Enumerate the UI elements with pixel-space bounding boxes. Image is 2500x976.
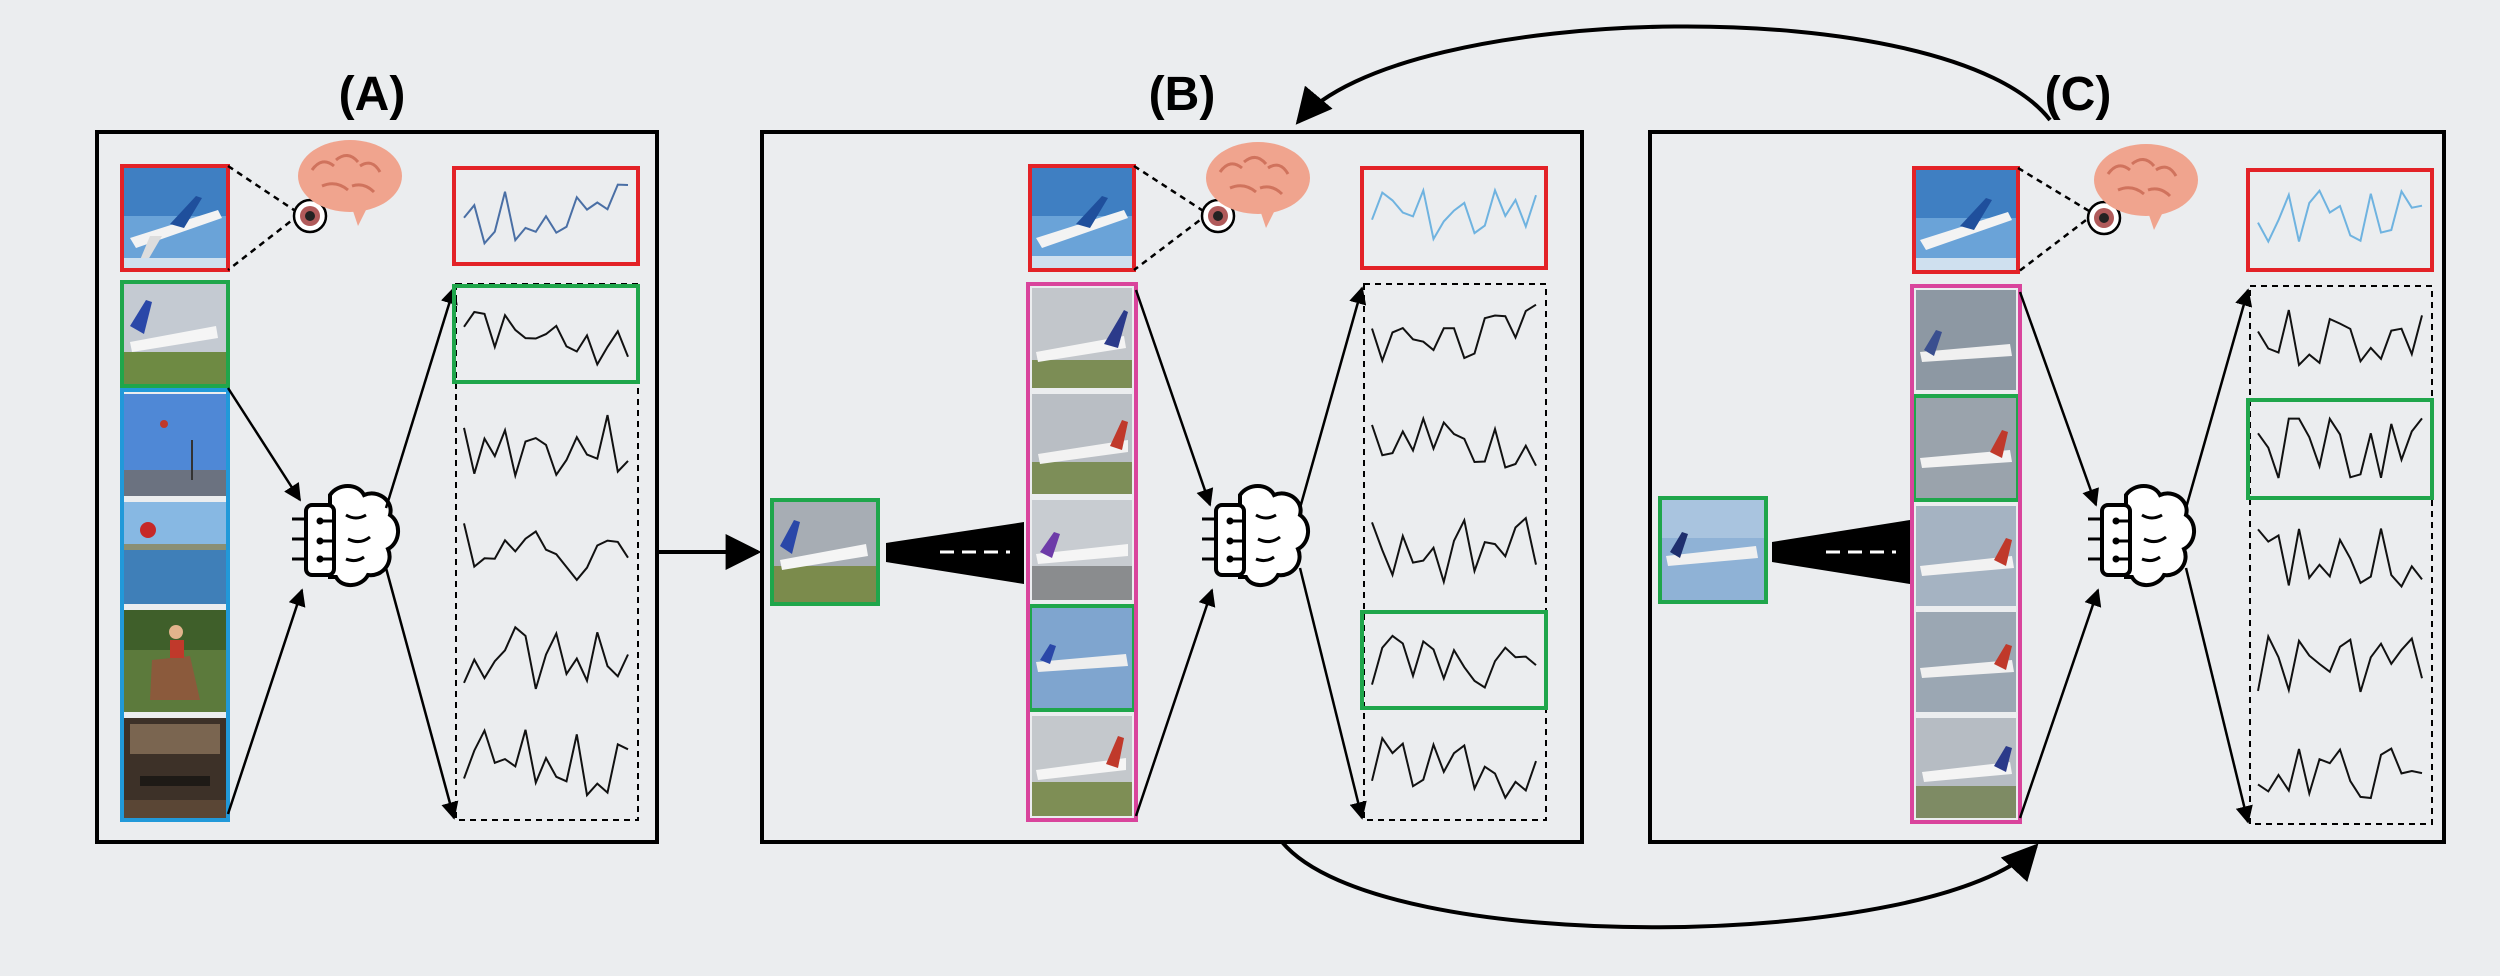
candidate-signal-c-5	[2257, 747, 2423, 800]
candidate-signal-b-1	[1371, 303, 1537, 364]
candidate-signal-a-2	[463, 414, 629, 480]
query-signal-b	[1371, 186, 1537, 242]
distractor-image-horse	[124, 610, 226, 712]
distractor-image-room	[124, 718, 226, 818]
distractor-image-sky	[124, 394, 226, 496]
query-border	[120, 164, 230, 272]
gaze-line-c	[2017, 166, 2097, 273]
candidate-signal-c-4	[2257, 633, 2423, 694]
candidate-image-c-5	[1916, 718, 2016, 818]
match-image-b	[1028, 604, 1136, 712]
arrow-candidates-to-model-c	[2018, 291, 2099, 507]
ai-brain-chip-icon	[1202, 484, 1310, 587]
human-brain-icon	[1206, 142, 1310, 228]
human-brain-icon	[298, 140, 402, 226]
eye-icon	[1200, 198, 1236, 234]
candidate-image-b-1	[1032, 288, 1132, 388]
match-border	[120, 280, 230, 388]
distractor-image-sea	[124, 502, 226, 604]
human-brain-icon	[2094, 144, 2198, 230]
eye-icon	[2086, 200, 2122, 236]
gaze-line-b	[1133, 164, 1211, 271]
arrow-model-to-top-c	[2184, 288, 2253, 509]
query-image-b	[1028, 164, 1136, 272]
query-image-c	[1912, 166, 2020, 274]
match-signal-box-c	[2246, 398, 2434, 500]
panel-label-a: (A)	[339, 68, 406, 121]
match-signal-box-a	[452, 284, 640, 384]
panel-label-c: (C)	[2045, 68, 2112, 121]
panel-c-frame	[1648, 130, 2446, 844]
match-signal-c	[2257, 416, 2423, 479]
match-signal-a	[463, 310, 629, 367]
candidate-image-b-2	[1032, 394, 1132, 494]
candidate-group-border-c	[1910, 284, 2022, 824]
candidate-signal-b-3	[1371, 516, 1537, 586]
curved-arrow-b-to-c	[1280, 840, 2039, 930]
probe-image-c	[1658, 496, 1768, 604]
cnn-encoder-icon	[886, 522, 1024, 584]
query-signal-box-a	[452, 166, 640, 266]
query-signal-box-c	[2246, 168, 2434, 272]
non-match-group-border	[120, 388, 230, 822]
candidate-signal-b-2	[1371, 415, 1537, 469]
match-signal-b	[1371, 634, 1537, 690]
match-image-c	[1912, 394, 2020, 502]
candidate-signal-a-5	[463, 727, 629, 798]
panel-a-frame	[95, 130, 659, 844]
candidate-signal-c-3	[2257, 528, 2423, 589]
query-signal-box-b	[1360, 166, 1548, 270]
arrow-candidates-bottom-to-model-b	[1134, 588, 1216, 817]
arrow-candidates-bottom-to-model-c	[2018, 588, 2102, 819]
gaze-line-a	[227, 164, 303, 271]
candidate-signals-box-b	[1363, 283, 1547, 821]
arrow-model-to-top-b	[1298, 286, 1367, 509]
candidate-signal-a-4	[463, 625, 629, 690]
arrow-match-to-model-a	[226, 387, 302, 502]
ai-brain-chip-icon	[292, 484, 400, 587]
arrow-model-to-bottom-a	[384, 567, 459, 820]
query-border	[1028, 164, 1136, 272]
candidate-image-b-3	[1032, 500, 1132, 600]
arrow-model-to-top-a	[384, 286, 458, 509]
arrow-model-to-bottom-b	[1298, 567, 1367, 820]
eye-icon	[292, 198, 328, 234]
query-signal-c	[2257, 188, 2423, 244]
panel-label-b: (B)	[1149, 68, 1216, 121]
match-signal-box-b	[1360, 610, 1548, 710]
candidate-signal-a-3	[463, 523, 629, 582]
match-image-a	[120, 280, 230, 388]
candidate-image-c-4	[1916, 612, 2016, 712]
candidate-signals-box-c	[2249, 285, 2433, 825]
candidate-image-b-5	[1032, 716, 1132, 816]
candidate-signals-box-a	[455, 283, 639, 821]
candidate-image-c-1	[1916, 290, 2016, 390]
query-border	[1912, 166, 2020, 274]
candidate-signal-b-5	[1371, 735, 1537, 800]
arrow-candidates-to-model-b	[1134, 289, 1214, 507]
cnn-encoder-icon	[1772, 520, 1910, 584]
ai-brain-chip-icon	[2088, 484, 2196, 587]
query-signal-a	[463, 183, 629, 246]
probe-image-b	[770, 498, 880, 606]
probe-border	[1658, 496, 1768, 604]
query-image-a	[120, 164, 230, 272]
arrow-model-to-bottom-c	[2184, 567, 2253, 824]
arrow-gallery-to-model-a	[226, 588, 306, 815]
candidate-image-c-3	[1916, 506, 2016, 606]
curved-arrow-c-to-b	[1295, 24, 2052, 125]
probe-border	[770, 498, 880, 606]
candidate-group-border-b	[1026, 282, 1138, 822]
candidate-signal-c-1	[2257, 309, 2423, 368]
panel-b-frame	[760, 130, 1584, 844]
